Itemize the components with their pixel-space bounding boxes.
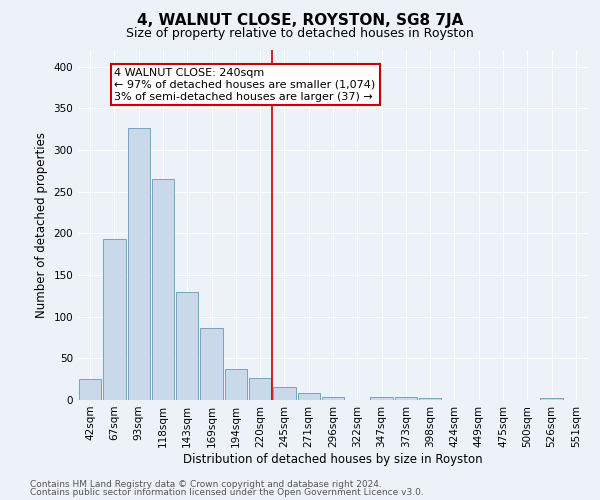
Bar: [200, 328, 223, 400]
Bar: [395, 396, 417, 400]
Bar: [322, 396, 344, 400]
X-axis label: Distribution of detached houses by size in Royston: Distribution of detached houses by size …: [183, 452, 483, 466]
Text: 4, WALNUT CLOSE, ROYSTON, SG8 7JA: 4, WALNUT CLOSE, ROYSTON, SG8 7JA: [137, 12, 463, 28]
Bar: [298, 394, 320, 400]
Y-axis label: Number of detached properties: Number of detached properties: [35, 132, 48, 318]
Text: Size of property relative to detached houses in Royston: Size of property relative to detached ho…: [126, 28, 474, 40]
Bar: [249, 378, 271, 400]
Bar: [128, 128, 150, 400]
Bar: [273, 386, 296, 400]
Bar: [152, 179, 174, 400]
Bar: [541, 398, 563, 400]
Bar: [103, 239, 125, 400]
Bar: [176, 292, 199, 400]
Bar: [370, 396, 393, 400]
Bar: [224, 369, 247, 400]
Bar: [79, 379, 101, 400]
Bar: [419, 398, 442, 400]
Text: 4 WALNUT CLOSE: 240sqm
← 97% of detached houses are smaller (1,074)
3% of semi-d: 4 WALNUT CLOSE: 240sqm ← 97% of detached…: [115, 68, 376, 102]
Text: Contains public sector information licensed under the Open Government Licence v3: Contains public sector information licen…: [30, 488, 424, 497]
Text: Contains HM Land Registry data © Crown copyright and database right 2024.: Contains HM Land Registry data © Crown c…: [30, 480, 382, 489]
